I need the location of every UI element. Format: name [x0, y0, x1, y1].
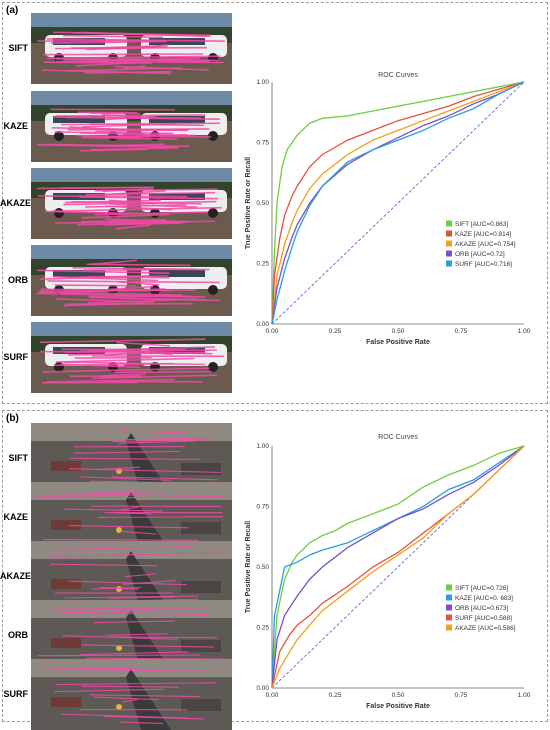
- legend-label: SURF [AUC=0.588]: [455, 615, 512, 622]
- roc-chart-a: ROC Curves 0.00 0.25 0.50 0.75 1.00 0.00 0.25 0.…: [240, 70, 540, 350]
- x-tick-label: 0.50: [392, 328, 405, 335]
- match-image-surf: [31, 322, 232, 393]
- row-label-surf: SURF: [0, 689, 28, 699]
- match-illustration: [31, 659, 232, 730]
- roc-chart-b: ROC Curves 0.00 0.25 0.50 0.75 1.00 0.00 0.25 0.…: [240, 432, 540, 716]
- x-tick-label: 0.00: [266, 692, 279, 699]
- row-label-akaze: AKAZE: [0, 571, 28, 581]
- legend-swatch: [446, 221, 452, 227]
- y-tick-label: 1.00: [256, 79, 269, 86]
- row-label-orb: ORB: [0, 630, 28, 640]
- match-illustration: [31, 245, 232, 316]
- legend-swatch: [446, 615, 452, 621]
- y-tick-label: 1.00: [256, 443, 269, 450]
- chart-title: ROC Curves: [378, 434, 418, 441]
- legend-label: ORB [AUC=0.72]: [455, 251, 505, 258]
- y-tick-label: 0.25: [256, 625, 269, 632]
- x-tick-label: 0.75: [455, 328, 468, 335]
- match-image-surf: [31, 659, 232, 730]
- y-axis-label: True Positive Rate or Recall: [245, 521, 252, 613]
- y-tick-label: 0.00: [256, 685, 269, 692]
- row-label-kaze: KAZE: [0, 512, 28, 522]
- row-label-sift: SIFT: [0, 453, 28, 463]
- legend-swatch: [446, 251, 452, 257]
- x-tick-label: 0.25: [329, 692, 342, 699]
- legend-label: AKAZE [AUC=0.754]: [455, 241, 516, 248]
- match-image-kaze: [31, 91, 232, 162]
- row-label-surf: SURF: [0, 352, 28, 362]
- legend-label: SIFT [AUC=0.863]: [455, 221, 508, 228]
- legend-label: ORB [AUC=0.673]: [455, 605, 508, 612]
- legend-swatch: [446, 231, 452, 237]
- legend-swatch: [446, 241, 452, 247]
- legend-label: SIFT [AUC=0.726]: [455, 585, 508, 592]
- match-image-sift: [31, 13, 232, 84]
- match-illustration: [31, 91, 232, 162]
- x-tick-label: 0.75: [455, 692, 468, 699]
- legend-swatch: [446, 261, 452, 267]
- legend-swatch: [446, 625, 452, 631]
- y-axis-label: True Positive Rate or Recall: [245, 157, 252, 249]
- match-illustration: [31, 13, 232, 84]
- legend-swatch: [446, 595, 452, 601]
- legend-label: KAZE [AUC=0.814]: [455, 231, 511, 238]
- x-tick-label: 0.25: [329, 328, 342, 335]
- legend-swatch: [446, 605, 452, 611]
- row-label-akaze: AKAZE: [0, 198, 28, 208]
- x-tick-label: 0.00: [266, 328, 279, 335]
- x-tick-label: 1.00: [518, 692, 531, 699]
- x-tick-label: 1.00: [518, 328, 531, 335]
- panel-a-label: (a): [6, 5, 18, 16]
- x-axis-label: False Positive Rate: [366, 339, 430, 346]
- y-tick-label: 0.75: [256, 504, 269, 511]
- match-illustration: [31, 322, 232, 393]
- match-image-akaze: [31, 168, 232, 239]
- legend-label: AKAZE [AUC=0.586]: [455, 625, 516, 632]
- y-tick-label: 0.25: [256, 261, 269, 268]
- y-tick-label: 0.50: [256, 564, 269, 571]
- legend-label: KAZE [AUC=0. 683]: [455, 595, 513, 602]
- legend-swatch: [446, 585, 452, 591]
- row-label-sift: SIFT: [0, 43, 28, 53]
- row-label-kaze: KAZE: [0, 121, 28, 131]
- x-tick-label: 0.50: [392, 692, 405, 699]
- chart-title: ROC Curves: [378, 72, 418, 79]
- legend-label: SURF [AUC=0.716]: [455, 261, 512, 268]
- y-tick-label: 0.00: [256, 321, 269, 328]
- match-image-orb: [31, 245, 232, 316]
- row-label-orb: ORB: [0, 275, 28, 285]
- y-tick-label: 0.75: [256, 140, 269, 147]
- y-tick-label: 0.50: [256, 200, 269, 207]
- panel-b-label: (b): [6, 413, 19, 424]
- match-illustration: [31, 168, 232, 239]
- x-axis-label: False Positive Rate: [366, 703, 430, 710]
